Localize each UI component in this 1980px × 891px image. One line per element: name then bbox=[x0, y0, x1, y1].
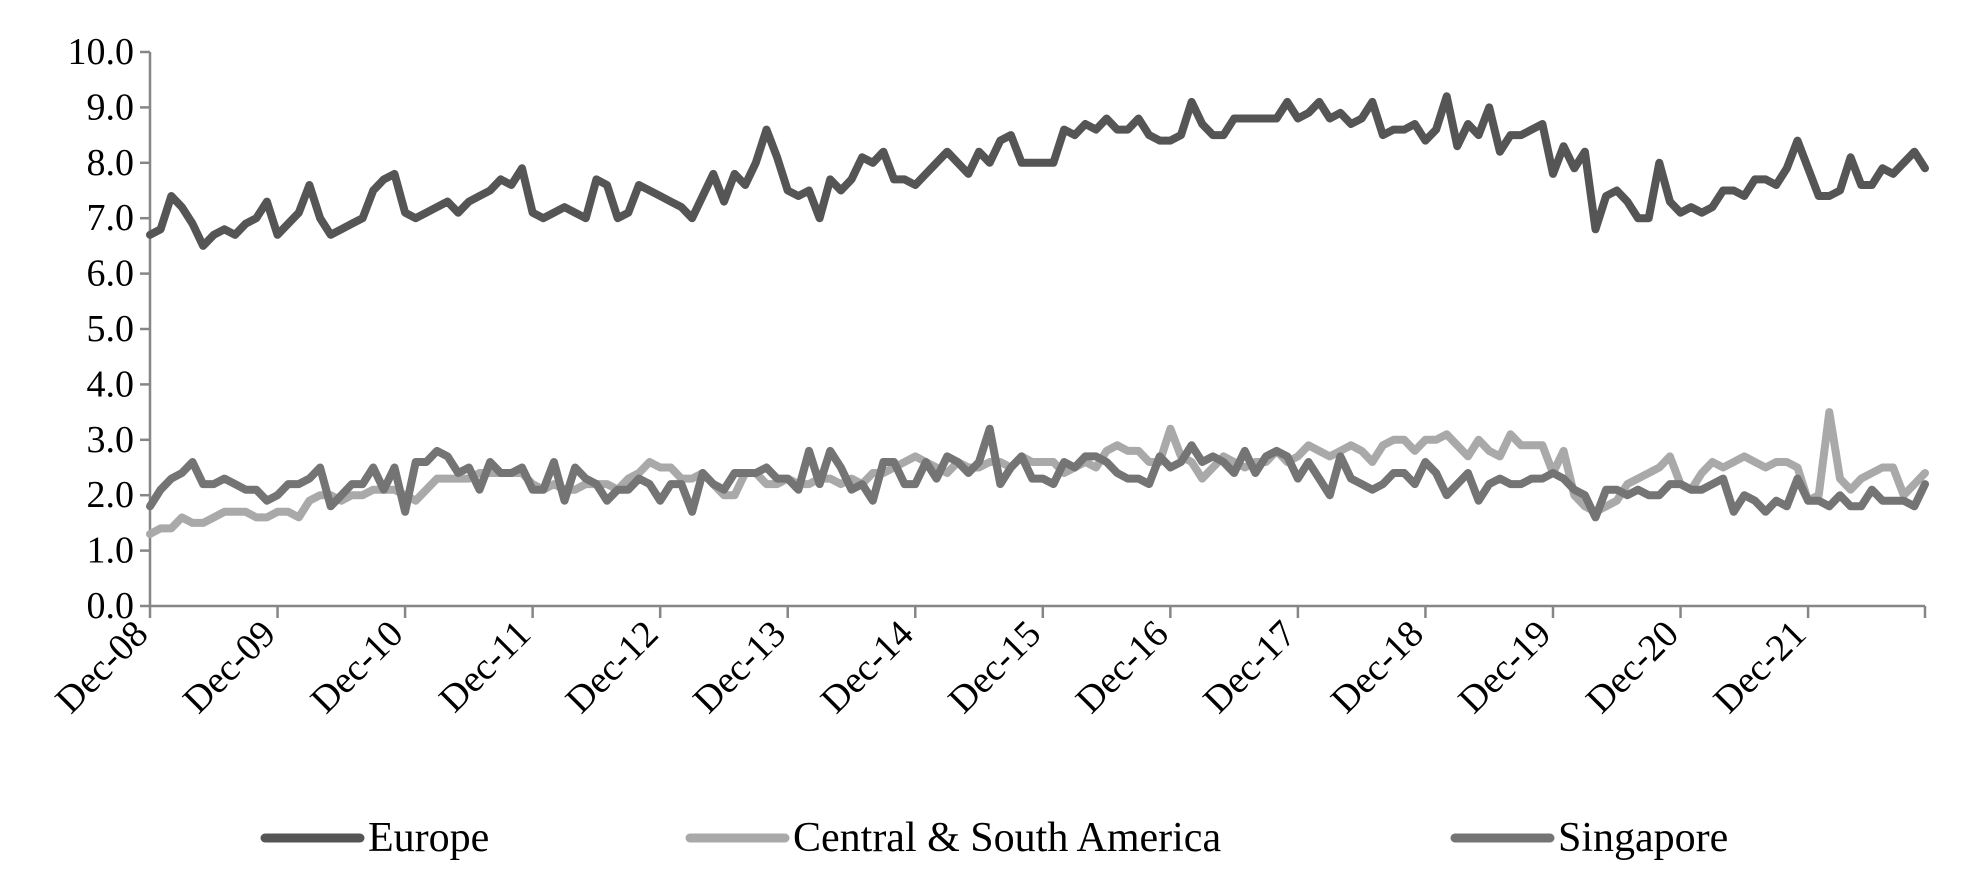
legend-item: Singapore bbox=[1450, 815, 1728, 861]
y-tick-label: 9.0 bbox=[87, 86, 135, 128]
y-tick-label: 3.0 bbox=[87, 419, 135, 461]
y-tick-label: 0.0 bbox=[87, 585, 135, 627]
x-tick-label: Dec-10 bbox=[303, 613, 412, 722]
x-tick-label: Dec-16 bbox=[1068, 613, 1177, 722]
legend: Europe Central & South America Singapore bbox=[260, 815, 1728, 861]
x-tick-label: Dec-12 bbox=[558, 613, 667, 722]
x-tick-label: Dec-08 bbox=[48, 613, 157, 722]
x-tick-label: Dec-13 bbox=[685, 613, 794, 722]
y-tick-label: 6.0 bbox=[87, 253, 135, 295]
y-tick-label: 10.0 bbox=[68, 31, 135, 73]
x-tick-label: Dec-11 bbox=[431, 613, 539, 721]
x-tick-label: Dec-21 bbox=[1706, 613, 1815, 722]
series-line-central-south-america bbox=[146, 408, 1929, 538]
legend-item: Central & South America bbox=[685, 815, 1221, 861]
legend-label: Europe bbox=[368, 815, 489, 861]
legend-item: Europe bbox=[260, 815, 489, 861]
y-axis: 0.0 1.0 2.0 3.0 4.0 5.0 6.0 7.0 8.0 9.0 10.0 bbox=[68, 31, 152, 627]
x-tick-label: Dec-09 bbox=[175, 613, 284, 722]
x-tick-label: Dec-17 bbox=[1195, 613, 1304, 722]
y-tick-label: 8.0 bbox=[87, 142, 135, 184]
series-layer bbox=[146, 92, 1929, 538]
y-tick-label: 2.0 bbox=[87, 474, 135, 516]
x-tick-label: Dec-19 bbox=[1451, 613, 1560, 722]
x-tick-label: Dec-18 bbox=[1323, 613, 1432, 722]
legend-label: Central & South America bbox=[793, 815, 1221, 861]
x-tick-label: Dec-15 bbox=[940, 613, 1049, 722]
series-line-europe bbox=[146, 92, 1929, 250]
x-tick-label: Dec-20 bbox=[1578, 613, 1687, 722]
y-tick-label: 5.0 bbox=[87, 308, 135, 350]
legend-label: Singapore bbox=[1558, 815, 1728, 861]
x-tick-label: Dec-14 bbox=[813, 613, 922, 722]
y-tick-label: 1.0 bbox=[87, 530, 135, 572]
y-tick-label: 7.0 bbox=[87, 197, 135, 239]
y-tick-label: 4.0 bbox=[87, 363, 135, 405]
series-line-singapore bbox=[146, 424, 1929, 522]
x-axis: Dec-08 Dec-09 Dec-10 Dec-11 Dec-12 Dec-13 Dec-… bbox=[48, 604, 1927, 722]
